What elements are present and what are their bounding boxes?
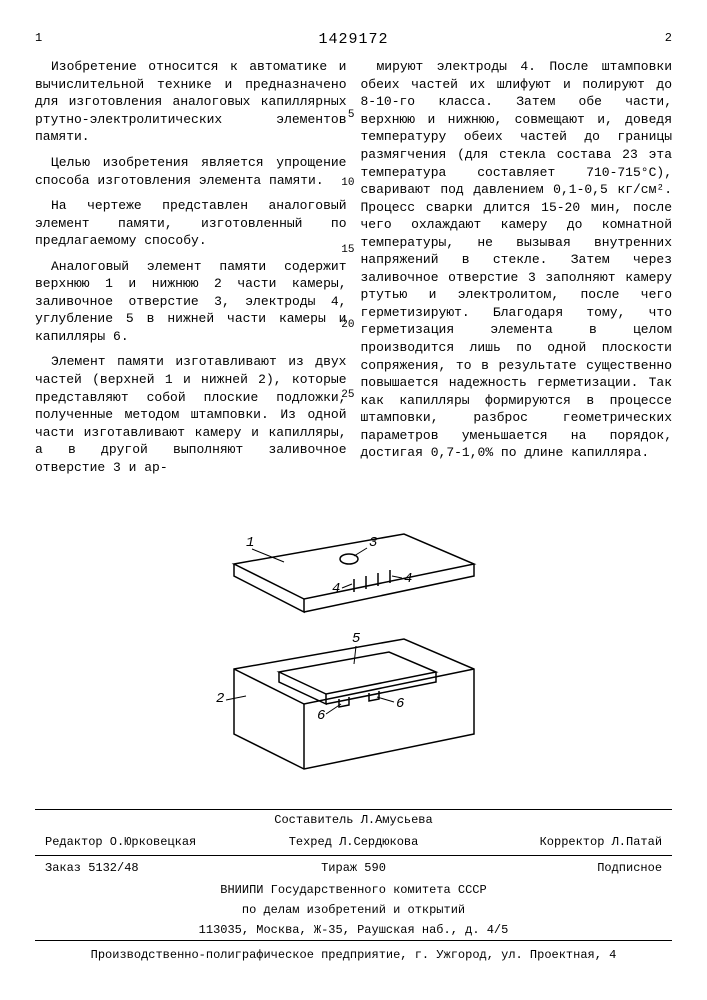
patent-number: 1429172 (42, 30, 665, 50)
techred: Техред Л.Сердюкова (251, 834, 457, 850)
corrector: Корректор Л.Патай (456, 834, 662, 850)
line-number: 25 (341, 388, 354, 403)
figure-label: 2 (216, 691, 224, 707)
right-column: мируют электроды 4. После штамповки обеи… (361, 58, 673, 484)
circulation: Тираж 590 (251, 860, 457, 876)
printer-line: Производственно-полиграфическое предприя… (35, 940, 672, 969)
right-page-num: 2 (665, 30, 672, 50)
order: Заказ 5132/48 (45, 860, 251, 876)
compiler: Составитель Л.Амусьева (35, 810, 672, 830)
figure-label: 3 (369, 535, 377, 551)
paragraph: Изобретение относится к автоматике и выч… (35, 58, 347, 146)
text-columns: 5 10 15 20 25 Изобретение относится к ав… (35, 58, 672, 484)
figure-label: 6 (317, 708, 325, 724)
credits-row: Редактор О.Юрковецкая Техред Л.Сердюкова… (35, 830, 672, 854)
line-number: 5 (348, 108, 355, 123)
paragraph: Аналоговый элемент памяти содержит верхн… (35, 258, 347, 346)
figure-label: 4 (404, 571, 412, 587)
org-line-2: по делам изобретений и открытий (35, 900, 672, 920)
technical-drawing: 1 3 4 4 (174, 504, 534, 784)
paragraph: Элемент памяти изготавливают из двух час… (35, 353, 347, 476)
subscription: Подписное (456, 860, 662, 876)
figure-label: 1 (246, 535, 254, 551)
paragraph: Целью изобретения является упрощение спо… (35, 154, 347, 189)
editor: Редактор О.Юрковецкая (45, 834, 251, 850)
paragraph: На чертеже представлен аналоговый элемен… (35, 197, 347, 250)
line-number: 20 (341, 318, 354, 333)
left-column: 5 10 15 20 25 Изобретение относится к ав… (35, 58, 347, 484)
header: 1 1429172 2 (35, 30, 672, 50)
org-address: 113035, Москва, Ж-35, Раушская наб., д. … (35, 920, 672, 940)
order-row: Заказ 5132/48 Тираж 590 Подписное (35, 856, 672, 880)
line-number: 10 (341, 176, 354, 191)
footer: Составитель Л.Амусьева Редактор О.Юркове… (35, 809, 672, 969)
org-line-1: ВНИИПИ Государственного комитета СССР (35, 880, 672, 900)
line-number: 15 (341, 243, 354, 258)
figure-label: 5 (352, 631, 361, 647)
paragraph: мируют электроды 4. После штамповки обеи… (361, 58, 673, 462)
figure-label: 4 (332, 581, 340, 597)
figure-label: 6 (396, 696, 404, 712)
left-page-num: 1 (35, 30, 42, 50)
